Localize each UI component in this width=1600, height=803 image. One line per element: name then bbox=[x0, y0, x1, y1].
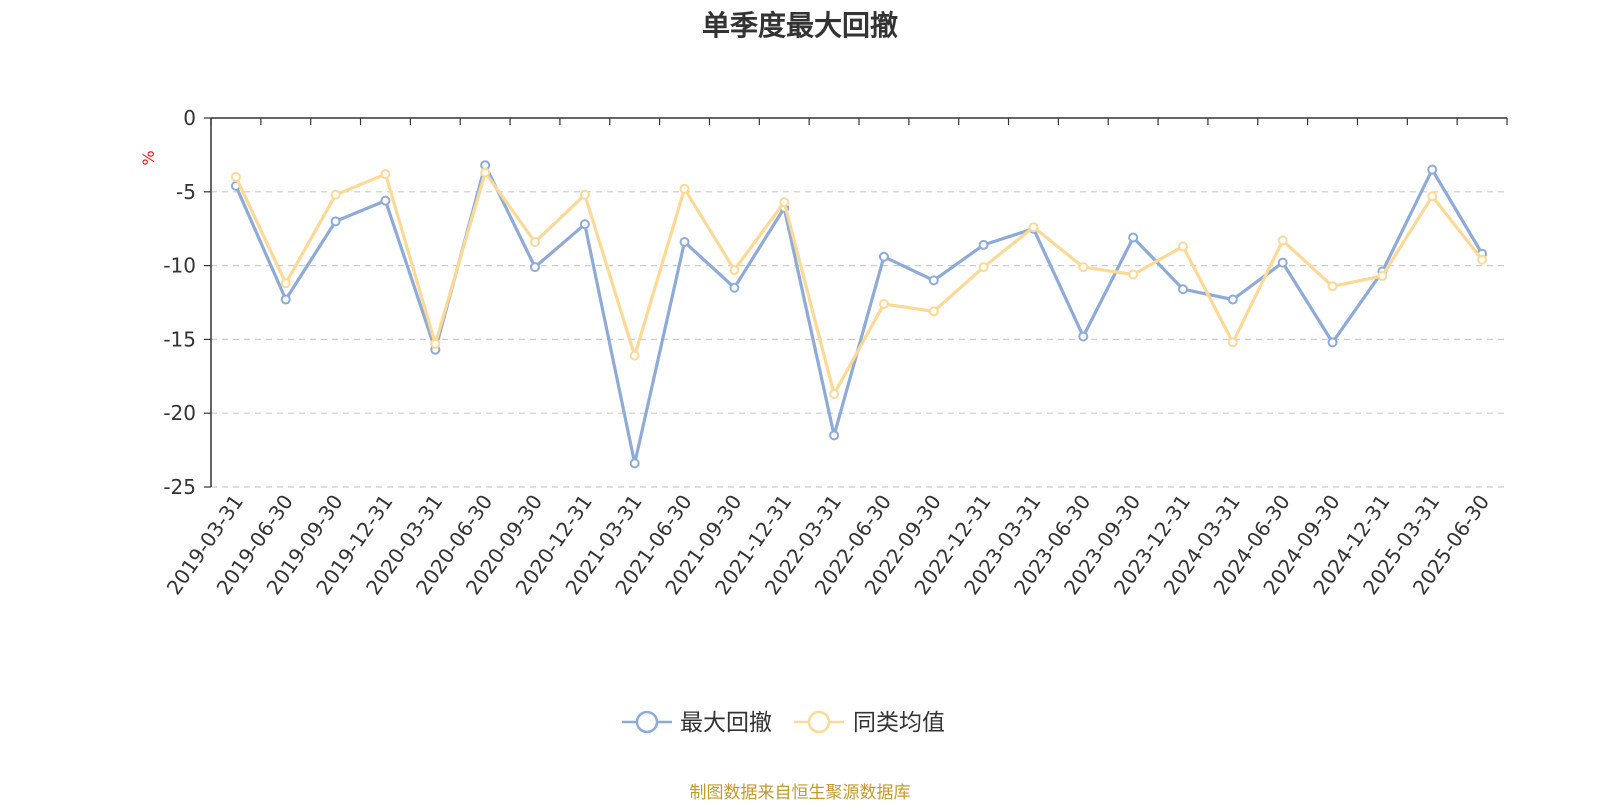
x-tick-labels: 2019-03-312019-06-302019-09-302019-12-31… bbox=[162, 490, 1494, 599]
data-point[interactable] bbox=[1178, 241, 1188, 252]
data-point[interactable] bbox=[1327, 337, 1338, 348]
y-tick-label: 0 bbox=[183, 106, 196, 130]
data-point[interactable] bbox=[330, 216, 341, 227]
data-point[interactable] bbox=[1477, 254, 1488, 265]
data-point[interactable] bbox=[380, 195, 391, 206]
series-line bbox=[234, 171, 1484, 396]
data-point[interactable] bbox=[1078, 331, 1089, 342]
data-point[interactable] bbox=[579, 219, 590, 230]
series-2 bbox=[230, 167, 1488, 400]
data-point[interactable] bbox=[1227, 337, 1238, 348]
data-point[interactable] bbox=[330, 189, 341, 200]
data-point[interactable] bbox=[829, 389, 840, 400]
data-point[interactable] bbox=[380, 169, 391, 180]
data-point[interactable] bbox=[928, 275, 939, 286]
axes bbox=[204, 117, 1508, 488]
data-point[interactable] bbox=[978, 262, 989, 273]
source-note: 制图数据来自恒生聚源数据库 bbox=[689, 783, 911, 803]
gridlines bbox=[211, 191, 1507, 488]
data-point[interactable] bbox=[829, 430, 840, 441]
data-point[interactable] bbox=[1277, 257, 1288, 268]
data-point[interactable] bbox=[1427, 191, 1438, 202]
legend-label: 同类均值 bbox=[853, 710, 945, 736]
data-point[interactable] bbox=[1427, 164, 1438, 175]
y-axis-unit-label: % bbox=[139, 150, 158, 165]
data-point[interactable] bbox=[729, 282, 740, 293]
legend[interactable]: 最大回撤 同类均值 bbox=[622, 710, 945, 736]
y-tick-label: -15 bbox=[163, 327, 196, 351]
data-point[interactable] bbox=[629, 350, 640, 361]
series bbox=[230, 160, 1488, 469]
y-tick-label: -10 bbox=[163, 254, 196, 278]
data-point[interactable] bbox=[1078, 262, 1089, 273]
data-point[interactable] bbox=[530, 236, 540, 247]
data-point[interactable] bbox=[280, 294, 291, 305]
data-point[interactable] bbox=[878, 251, 889, 262]
data-point[interactable] bbox=[1327, 281, 1338, 292]
data-point[interactable] bbox=[1128, 232, 1139, 243]
data-point[interactable] bbox=[530, 262, 540, 273]
data-point[interactable] bbox=[430, 338, 441, 349]
data-point[interactable] bbox=[928, 306, 939, 317]
data-point[interactable] bbox=[1227, 294, 1238, 305]
data-point[interactable] bbox=[1028, 222, 1039, 233]
data-point[interactable] bbox=[480, 167, 491, 178]
series-1 bbox=[230, 160, 1488, 469]
series-line bbox=[234, 163, 1484, 465]
data-point[interactable] bbox=[280, 278, 291, 289]
data-point[interactable] bbox=[1128, 269, 1139, 280]
y-tick-label: -25 bbox=[163, 475, 196, 499]
data-point[interactable] bbox=[579, 189, 590, 200]
data-point[interactable] bbox=[978, 239, 989, 250]
data-point[interactable] bbox=[230, 172, 241, 183]
y-tick-labels: 0 -5 -10 -15 -20 -25 bbox=[163, 106, 196, 499]
data-point[interactable] bbox=[1277, 235, 1288, 246]
data-point[interactable] bbox=[629, 458, 640, 469]
legend-marker-icon bbox=[807, 710, 831, 734]
data-point[interactable] bbox=[679, 183, 690, 194]
data-point[interactable] bbox=[779, 197, 790, 208]
data-point[interactable] bbox=[1377, 270, 1388, 281]
legend-marker-icon bbox=[635, 710, 659, 734]
y-tick-label: -5 bbox=[176, 180, 196, 204]
legend-item[interactable]: 同类均值 bbox=[794, 710, 945, 736]
data-point[interactable] bbox=[878, 298, 889, 309]
data-point[interactable] bbox=[729, 265, 740, 276]
y-tick-label: -20 bbox=[163, 401, 196, 425]
chart-title: 单季度最大回撤 bbox=[701, 9, 898, 42]
data-point[interactable] bbox=[679, 236, 690, 247]
legend-label: 最大回撤 bbox=[680, 710, 772, 736]
data-point[interactable] bbox=[1178, 284, 1188, 295]
legend-item[interactable]: 最大回撤 bbox=[622, 710, 772, 736]
